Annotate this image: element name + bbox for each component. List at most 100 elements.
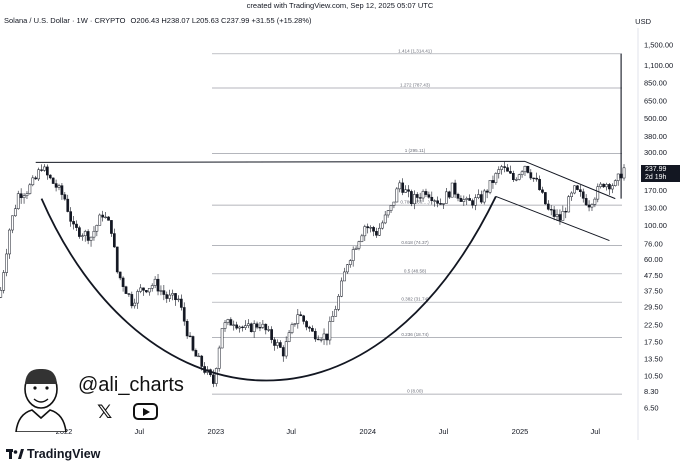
candle-down xyxy=(325,333,329,341)
candle-down xyxy=(485,190,489,193)
y-axis-tick-label: 29.50 xyxy=(644,303,663,312)
candle-down xyxy=(40,169,43,171)
symbol-name[interactable]: Solana / U.S. Dollar · 1W · CRYPTO xyxy=(4,16,126,25)
fib-level-label: 0.382 (31.74) xyxy=(401,297,429,302)
candle-down xyxy=(491,180,495,183)
candle-up xyxy=(287,332,291,342)
candle-up xyxy=(92,230,96,238)
candle-down xyxy=(576,185,579,190)
y-axis-tick-label: 17.50 xyxy=(644,337,663,346)
currency-label: USD xyxy=(635,17,651,26)
candle-up xyxy=(244,325,247,328)
candle-up xyxy=(223,322,227,329)
candle-down xyxy=(264,323,268,331)
y-axis-tick-label: 76.00 xyxy=(644,239,663,248)
candle-up xyxy=(520,171,524,175)
brand-name: TradingView xyxy=(27,447,101,461)
candle-down xyxy=(118,271,122,279)
candle-down xyxy=(608,184,611,190)
candle-up xyxy=(31,177,35,186)
candle-up xyxy=(322,333,326,340)
candle-down xyxy=(48,174,52,179)
candle-down xyxy=(410,191,413,205)
candle-down xyxy=(439,203,442,205)
candle-down xyxy=(110,220,113,234)
candle-down xyxy=(602,183,605,188)
candle-up xyxy=(89,236,93,241)
candle-down xyxy=(447,191,451,198)
candle-down xyxy=(142,287,145,291)
candle-up xyxy=(16,193,20,209)
candle-up xyxy=(98,214,102,226)
candle-down xyxy=(509,171,512,174)
play-button-icon xyxy=(133,403,158,420)
candle-up xyxy=(150,285,154,289)
candle-up xyxy=(386,210,390,216)
candle-up xyxy=(57,185,61,188)
candle-up xyxy=(596,186,600,200)
candle-down xyxy=(311,328,314,332)
candle-up xyxy=(482,190,486,203)
candle-down xyxy=(34,177,38,180)
candle-down xyxy=(313,331,317,340)
y-axis-tick-label: 300.00 xyxy=(644,148,667,157)
candle-up xyxy=(43,166,46,171)
candle-up xyxy=(104,216,107,219)
candle-up xyxy=(226,319,230,323)
author-handle: @ali_charts xyxy=(78,374,184,396)
fib-level-label: 1.272 (787.43) xyxy=(400,82,430,87)
y-axis-tick-label: 380.00 xyxy=(644,132,667,141)
candle-up xyxy=(13,208,17,217)
tradingview-logo[interactable]: TradingView xyxy=(6,447,100,461)
y-axis-tick-label: 10.50 xyxy=(644,372,663,381)
candle-up xyxy=(168,294,172,299)
candle-down xyxy=(535,177,538,180)
candle-up xyxy=(488,180,492,193)
candle-up xyxy=(2,272,6,291)
fib-level-label: 0.618 (74.37) xyxy=(401,240,429,245)
candle-up xyxy=(622,167,626,179)
candle-down xyxy=(506,167,509,172)
candle-up xyxy=(369,227,372,229)
candle-down xyxy=(112,233,116,248)
candle-up xyxy=(232,324,236,326)
bar-countdown: 2d 19h xyxy=(645,174,667,181)
candle-down xyxy=(538,178,541,191)
candle-up xyxy=(5,253,8,273)
candle-down xyxy=(115,246,119,273)
candle-down xyxy=(305,321,308,328)
candle-down xyxy=(541,189,544,193)
candle-down xyxy=(165,294,169,299)
candle-down xyxy=(366,226,370,229)
candle-down xyxy=(479,194,483,203)
last-price-tag: 237.99 2d 19h xyxy=(641,165,680,182)
candle-up xyxy=(465,198,469,200)
candle-up xyxy=(37,169,40,180)
y-axis-tick-label: 60.00 xyxy=(644,255,663,264)
candle-up xyxy=(139,287,142,292)
candle-down xyxy=(182,307,186,322)
candle-up xyxy=(573,185,576,194)
candle-up xyxy=(605,184,608,188)
candle-up xyxy=(561,211,565,221)
candle-down xyxy=(107,216,110,221)
candle-down xyxy=(578,189,582,193)
candle-down xyxy=(69,211,73,222)
candle-up xyxy=(363,226,367,237)
candle-down xyxy=(19,193,23,199)
candle-up xyxy=(570,192,573,197)
candle-up xyxy=(276,342,279,346)
channel-upper-line xyxy=(524,160,616,200)
x-axis-tick-label: Jul xyxy=(135,427,145,436)
candle-up xyxy=(357,241,361,249)
candle-down xyxy=(558,214,562,221)
candle-up xyxy=(555,214,559,217)
candle-up xyxy=(246,323,250,326)
candle-up xyxy=(217,347,221,369)
candle-down xyxy=(51,177,55,184)
candle-up xyxy=(171,293,174,296)
candle-up xyxy=(136,291,139,304)
candle-up xyxy=(83,231,87,236)
fib-level-label: 1.414 (1,314.41) xyxy=(398,48,432,53)
